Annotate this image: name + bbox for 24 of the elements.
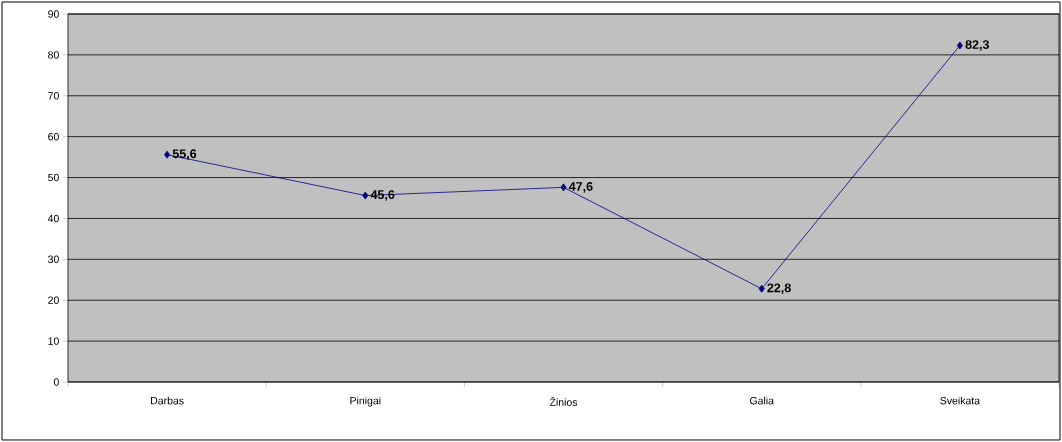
- y-tick-label: 50: [48, 173, 59, 182]
- x-tick-label: Galia: [749, 396, 774, 405]
- point: [362, 191, 369, 200]
- point: [560, 183, 567, 192]
- y-tick-label: 60: [48, 132, 59, 141]
- y-tick-label: 80: [48, 51, 59, 59]
- data-label: 22,8: [767, 283, 791, 295]
- y-tick-label: 90: [48, 10, 59, 18]
- x-tick-label: Sveikata: [940, 396, 981, 405]
- x-tick-label: Darbas: [151, 396, 184, 405]
- point: [164, 150, 171, 159]
- y-tick-label: 10: [48, 337, 59, 345]
- x-tick-label: Pinigai: [350, 396, 381, 407]
- point: [956, 41, 963, 50]
- y-tick-label: 40: [47, 214, 59, 223]
- point: [758, 284, 765, 293]
- y-tick-label: 70: [48, 92, 59, 100]
- data-label: 47,6: [568, 182, 593, 193]
- y-tick-label: 30: [48, 255, 59, 264]
- x-tick-label: Žinios: [549, 396, 578, 406]
- y-tick-label: 0: [53, 378, 59, 386]
- data-label: 55,6: [172, 149, 197, 160]
- data-label: 82,3: [965, 40, 989, 51]
- y-tick-label: 20: [48, 296, 59, 304]
